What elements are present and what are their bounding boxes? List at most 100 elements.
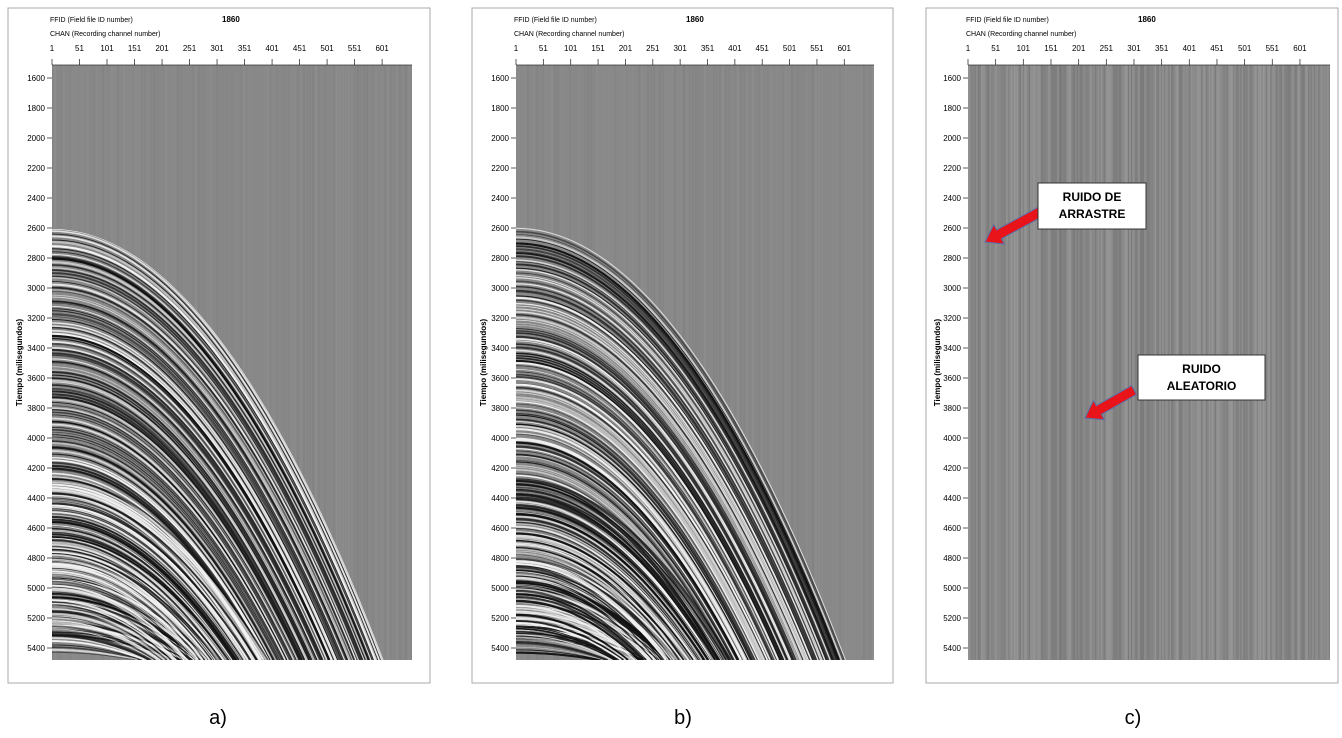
- x-tick-label: 101: [1017, 44, 1031, 53]
- reflection: [516, 236, 843, 660]
- reflection: [52, 334, 331, 660]
- reflection: [52, 640, 145, 660]
- reflection: [516, 267, 827, 660]
- panel: FFID (Field file ID number) 1860 CHAN (Rec…: [471, 7, 894, 684]
- reflection: [516, 245, 838, 660]
- reflection: [516, 263, 829, 660]
- y-tick-label: 4600: [491, 524, 509, 533]
- reflection: [52, 632, 152, 660]
- reflection: [516, 428, 747, 660]
- reflection: [516, 365, 778, 660]
- reflection: [52, 281, 358, 660]
- reflection: [516, 349, 786, 660]
- seismic-texture: [516, 65, 874, 660]
- reflection: [516, 450, 735, 660]
- x-tick-label: 101: [564, 44, 578, 53]
- reflection: [52, 371, 313, 660]
- reflection: [52, 615, 189, 660]
- x-tick-label: 151: [1044, 44, 1058, 53]
- reflection: [52, 457, 270, 660]
- reflection: [516, 343, 789, 660]
- reflection: [52, 348, 324, 660]
- reflection: [52, 492, 258, 660]
- reflection: [52, 560, 217, 660]
- reflection: [516, 432, 745, 660]
- reflection: [52, 461, 267, 660]
- reflection: [52, 604, 172, 660]
- reflection: [52, 483, 265, 660]
- reflection: [516, 616, 627, 660]
- reflection: [516, 520, 700, 660]
- x-tick-label: 51: [991, 44, 1000, 53]
- x-tick-label: 1: [966, 44, 971, 53]
- reflection: [52, 584, 188, 660]
- reflection: [516, 319, 801, 660]
- reflection: [52, 374, 311, 660]
- reflection: [516, 496, 719, 660]
- reflection: [52, 486, 263, 660]
- reflection: [52, 332, 332, 660]
- y-tick-label: 4800: [491, 554, 509, 563]
- reflection: [516, 534, 689, 660]
- reflection: [52, 567, 201, 660]
- reflection: [52, 440, 278, 660]
- annotation-text: RUIDO: [1182, 362, 1221, 376]
- annotation-box: [1037, 182, 1147, 230]
- y-tick-label: 2800: [27, 254, 45, 263]
- reflection: [52, 625, 156, 660]
- reflection: [516, 569, 676, 660]
- reflection: [516, 230, 845, 660]
- reflection: [52, 545, 217, 660]
- reflection: [516, 445, 738, 660]
- ffid-label: FFID (Field file ID number): [50, 17, 133, 24]
- reflection: [52, 494, 251, 660]
- reflection: [516, 605, 636, 660]
- reflection: [52, 516, 240, 660]
- y-tick-label: 4400: [491, 494, 509, 503]
- y-tick-label: 3200: [491, 314, 509, 323]
- x-tick-label: 301: [673, 44, 687, 53]
- reflection: [52, 390, 303, 660]
- reflection: [516, 277, 822, 660]
- y-tick-label: 1800: [27, 104, 45, 113]
- annotation-arrow: [1084, 384, 1138, 421]
- reflection: [52, 504, 249, 660]
- reflection: [52, 308, 344, 660]
- x-tick-label: 551: [1266, 44, 1280, 53]
- reflection: [516, 296, 812, 660]
- reflection: [516, 554, 674, 660]
- y-tick-label: 2600: [491, 224, 509, 233]
- reflection: [516, 316, 803, 660]
- reflection: [516, 403, 758, 660]
- x-tick-label: 601: [1293, 44, 1307, 53]
- reflection: [52, 379, 309, 660]
- reflection: [516, 242, 840, 660]
- y-tick-label: 2200: [491, 164, 509, 173]
- reflection: [52, 543, 220, 660]
- reflection: [516, 313, 804, 660]
- y-tick-label: 2200: [27, 164, 45, 173]
- reflection: [52, 319, 339, 660]
- y-tick-label: 4000: [27, 434, 45, 443]
- reflection: [516, 572, 660, 660]
- reflection: [52, 616, 163, 660]
- reflection: [516, 636, 611, 660]
- reflection: [516, 413, 754, 660]
- arrow-shape: [1084, 384, 1138, 421]
- reflection: [52, 572, 197, 660]
- reflection: [52, 256, 371, 660]
- y-tick-label: 3800: [491, 404, 509, 413]
- y-tick-label: 2000: [943, 134, 961, 143]
- x-tick-label: 101: [100, 44, 114, 53]
- y-tick-label: 3800: [943, 404, 961, 413]
- x-tick-label: 1: [514, 44, 519, 53]
- reflection: [516, 238, 841, 660]
- ffid-value: 1860: [222, 15, 240, 24]
- y-tick-label: 2600: [943, 224, 961, 233]
- reflection: [52, 436, 279, 660]
- reflection: [52, 248, 374, 660]
- reflection: [52, 384, 306, 660]
- ffid-value: 1860: [686, 15, 704, 24]
- reflection: [52, 537, 224, 660]
- reflection: [516, 543, 683, 660]
